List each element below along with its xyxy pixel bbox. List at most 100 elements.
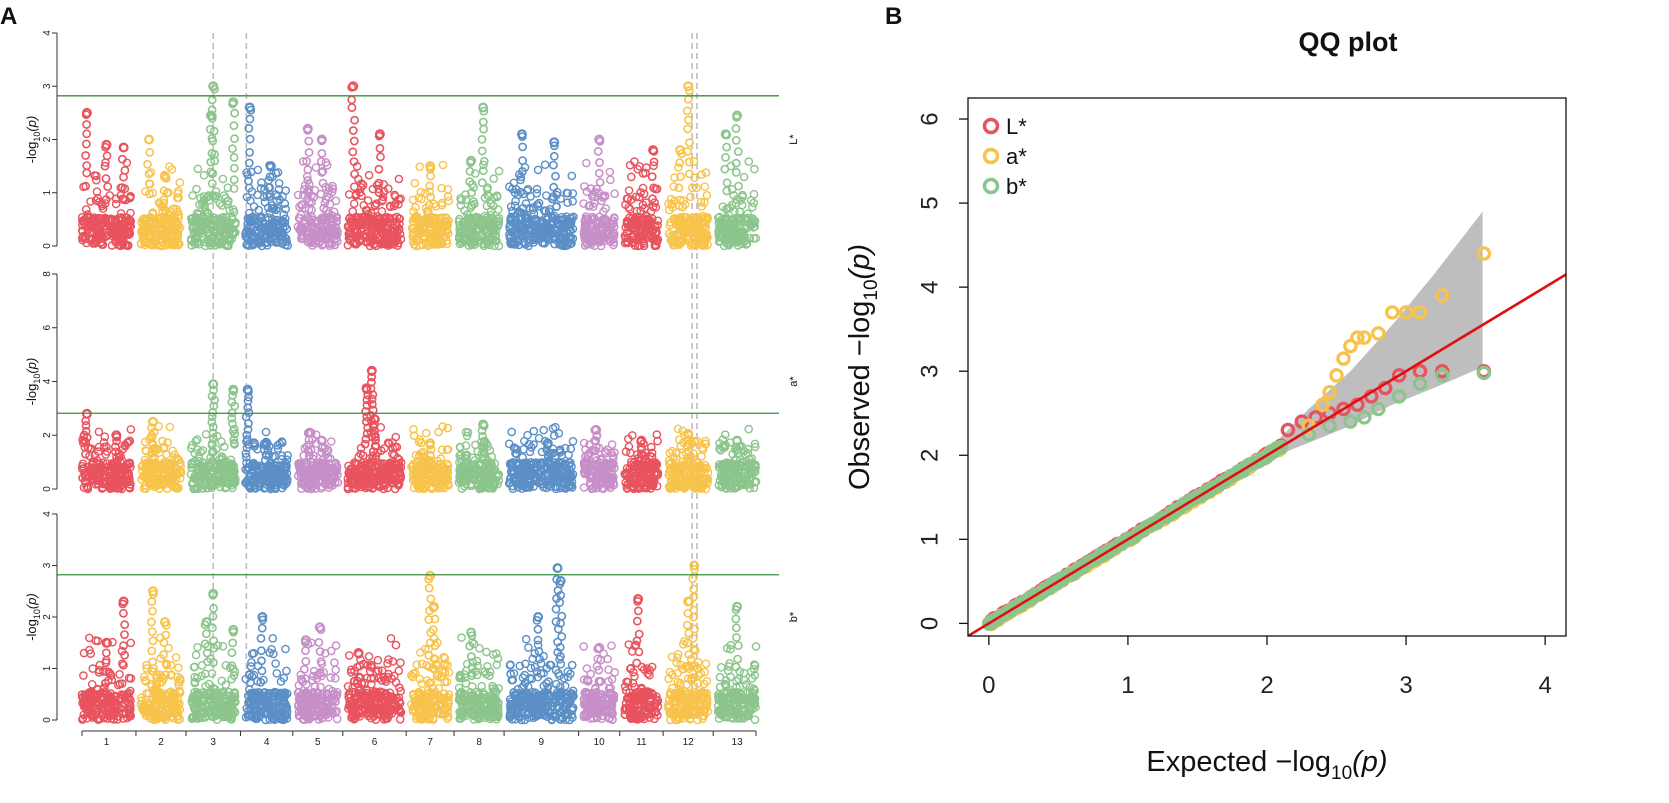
manhattan-point <box>390 192 400 201</box>
manhattan-point <box>646 206 656 216</box>
manhattan-point <box>739 172 749 182</box>
manhattan-peak-point <box>317 148 327 158</box>
manhattan-peak-point <box>245 147 254 157</box>
manhattan-peak-point <box>348 147 358 157</box>
manhattan-peak-point <box>245 114 255 124</box>
manhattan-peak-point <box>376 152 385 162</box>
manhattan-point <box>242 168 251 177</box>
manhattan-point <box>165 422 175 432</box>
manhattan-point <box>324 186 334 195</box>
manhattan-point <box>259 192 269 202</box>
manhattan-peak-point <box>426 192 435 202</box>
manhattan-peak-point <box>347 95 357 105</box>
manhattan-point <box>229 207 239 217</box>
manhattan-point <box>266 237 276 247</box>
manhattan-point <box>88 217 97 226</box>
manhattan-point <box>199 170 209 180</box>
manhattan-peak-point <box>478 117 488 127</box>
manhattan-point <box>90 171 99 180</box>
manhattan-peak-point <box>101 174 111 183</box>
manhattan-point <box>393 238 403 248</box>
manhattan-point <box>368 224 378 233</box>
manhattan-point <box>358 180 368 190</box>
manhattan-point <box>83 218 93 228</box>
manhattan-point <box>394 174 404 184</box>
manhattan-point <box>138 228 148 237</box>
manhattan-point <box>200 217 210 227</box>
manhattan-peak-point <box>684 115 693 125</box>
manhattan-point <box>300 203 310 213</box>
manhattan-peak-point <box>477 178 487 188</box>
manhattan-point <box>204 191 213 200</box>
manhattan-point <box>410 178 420 188</box>
manhattan-point <box>171 227 180 236</box>
manhattan-point <box>139 235 149 245</box>
manhattan-point <box>203 219 212 229</box>
manhattan-point <box>607 440 617 449</box>
manhattan-point <box>417 194 426 204</box>
manhattan-point <box>94 442 104 452</box>
manhattan-point <box>81 205 91 214</box>
manhattan-point <box>281 204 291 214</box>
manhattan-point <box>700 182 710 191</box>
manhattan-point <box>124 230 134 239</box>
manhattan-point <box>349 182 359 191</box>
manhattan-point <box>307 224 317 233</box>
manhattan-point <box>225 227 235 236</box>
manhattan-point <box>489 174 499 183</box>
manhattan-peak-point <box>684 157 694 167</box>
manhattan-point <box>324 183 334 193</box>
manhattan-point <box>548 424 558 433</box>
manhattan-peak-point <box>477 134 487 144</box>
manhattan-point <box>295 213 305 223</box>
manhattan-point <box>624 186 634 195</box>
manhattan-peak-point <box>229 175 239 185</box>
manhattan-peak-point <box>350 169 359 179</box>
manhattan-point <box>169 204 178 214</box>
manhattan-point <box>533 165 543 175</box>
manhattan-point <box>245 217 255 227</box>
manhattan-peak-point <box>722 142 732 152</box>
manhattan-point <box>744 424 754 434</box>
manhattan-point <box>355 229 364 239</box>
manhattan-point <box>328 184 338 194</box>
manhattan-point <box>256 223 265 233</box>
manhattan-point <box>215 199 225 208</box>
manhattan-point <box>303 237 313 247</box>
manhattan-point <box>534 433 544 443</box>
manhattan-peak-point <box>551 171 560 181</box>
manhattan-peak-point <box>731 167 741 177</box>
manhattan-point <box>168 239 177 249</box>
manhattan-peak-point <box>675 158 684 168</box>
manhattan-point <box>358 218 368 228</box>
manhattan-point <box>155 234 165 244</box>
manhattan-point <box>141 220 151 230</box>
manhattan-point <box>94 427 104 437</box>
manhattan-point <box>174 210 183 219</box>
manhattan-point <box>411 202 420 212</box>
manhattan-point <box>702 190 712 200</box>
manhattan-peak-point <box>595 158 604 167</box>
manhattan-point <box>273 215 282 225</box>
manhattan-peak-point <box>549 160 558 170</box>
manhattan-peak-point <box>549 182 559 192</box>
manhattan-point <box>223 183 233 192</box>
manhattan-point <box>319 203 329 213</box>
manhattan-point <box>138 230 148 240</box>
manhattan-peak-point <box>143 159 152 169</box>
manhattan-peak-point <box>207 95 217 105</box>
manhattan-point <box>172 193 182 203</box>
manhattan-peak-point <box>647 172 657 181</box>
manhattan-peak-point <box>477 146 487 156</box>
manhattan-point <box>394 214 404 223</box>
manhattan-point <box>193 164 203 174</box>
manhattan-point <box>382 240 391 249</box>
manhattan-point <box>283 241 293 250</box>
manhattan-point <box>368 219 378 229</box>
manhattan-point <box>123 213 132 223</box>
manhattan-peak-point <box>145 147 155 157</box>
manhattan-point <box>278 233 288 242</box>
manhattan-point <box>311 163 321 172</box>
manhattan-point <box>563 198 572 207</box>
manhattan-point <box>494 166 504 176</box>
